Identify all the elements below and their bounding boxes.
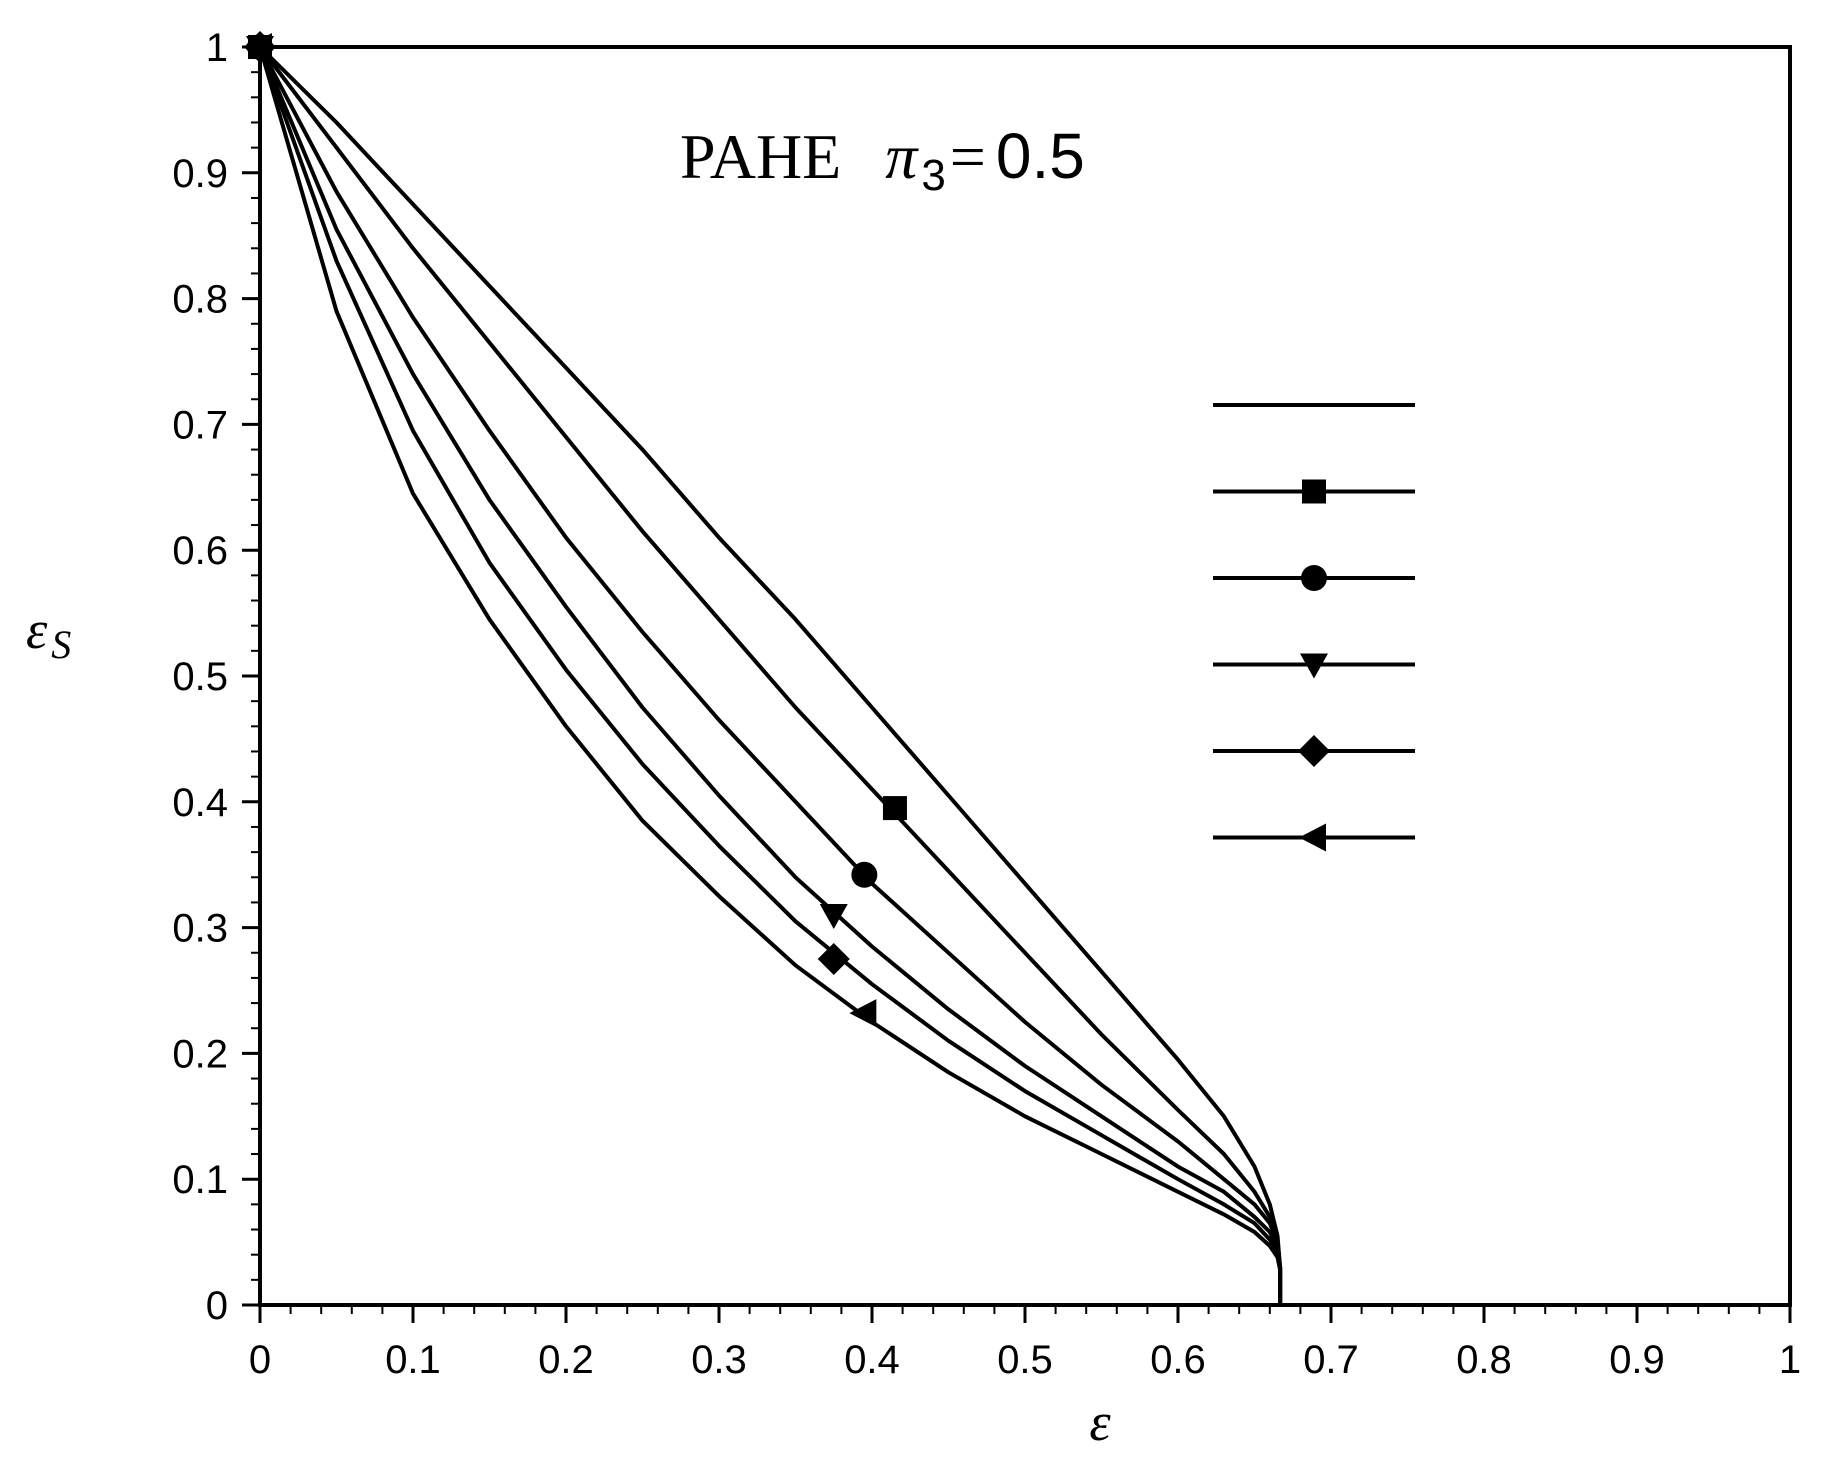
y-tick-label: 0.9 bbox=[172, 152, 228, 196]
y-tick-label: 0.3 bbox=[172, 907, 228, 951]
x-tick-label: 0.8 bbox=[1456, 1338, 1512, 1382]
x-tick-label: 0.2 bbox=[538, 1338, 594, 1382]
triangle-down-marker bbox=[1300, 653, 1328, 679]
square-marker bbox=[882, 796, 907, 821]
legend-entry bbox=[1213, 479, 1415, 504]
title-equals: = bbox=[950, 121, 986, 192]
y-tick-label: 0.6 bbox=[172, 529, 228, 573]
y-axis-label-subscript: S bbox=[51, 622, 71, 667]
circle-marker bbox=[851, 861, 878, 888]
title-subscript: 3 bbox=[921, 151, 945, 200]
y-tick-label: 0.4 bbox=[172, 781, 228, 825]
triangle-left-marker bbox=[1299, 823, 1326, 852]
y-tick-label: 0 bbox=[206, 1284, 228, 1328]
series-line bbox=[258, 45, 1283, 1305]
series-line bbox=[258, 46, 1283, 1305]
x-tick-label: 0.4 bbox=[844, 1338, 900, 1382]
legend bbox=[1213, 403, 1415, 852]
title-value: 0.5 bbox=[996, 120, 1085, 192]
triangle-down-marker bbox=[819, 904, 848, 930]
legend-entry bbox=[1213, 653, 1415, 679]
triangle-left-marker bbox=[849, 999, 877, 1028]
circle-marker bbox=[1301, 565, 1327, 591]
series-line bbox=[258, 45, 1283, 1305]
series-1 bbox=[258, 45, 1283, 1305]
legend-entry bbox=[1213, 565, 1415, 591]
x-tick-label: 0.9 bbox=[1609, 1338, 1665, 1382]
x-tick-label: 0.3 bbox=[691, 1338, 747, 1382]
legend-entry bbox=[1213, 823, 1415, 852]
y-tick-label: 0.8 bbox=[172, 278, 228, 322]
x-axis-label: ε bbox=[1089, 1392, 1111, 1452]
x-tick-label: 0.5 bbox=[997, 1338, 1053, 1382]
y-axis-label: ε S bbox=[26, 600, 71, 667]
y-axis-label-symbol: ε bbox=[26, 600, 48, 660]
series-line bbox=[258, 46, 1283, 1305]
square-marker bbox=[1302, 479, 1326, 504]
ticks-layer: 0 0.1 0.2 0.3 0.4 0.5 0.6 0.7 0.8 0.9 1 0 0.1 0.2 0.3 0… bbox=[172, 26, 1801, 1382]
series-line bbox=[258, 46, 1283, 1305]
x-tick-label: 0.1 bbox=[385, 1338, 441, 1382]
y-tick-label: 0.1 bbox=[172, 1158, 228, 1202]
diamond-marker bbox=[817, 943, 850, 976]
x-tick-label: 0.6 bbox=[1150, 1338, 1206, 1382]
x-tick-label: 1 bbox=[1779, 1338, 1801, 1382]
series-layer bbox=[244, 31, 1283, 1305]
plot-frame bbox=[258, 45, 1792, 1307]
diamond-marker bbox=[1298, 735, 1330, 767]
y-tick-label: 1 bbox=[206, 26, 228, 70]
title-symbol: π bbox=[885, 121, 919, 192]
title-prefix: PAHE bbox=[680, 121, 841, 192]
legend-entry bbox=[1213, 735, 1415, 767]
y-tick-label: 0.2 bbox=[172, 1032, 228, 1076]
y-tick-label: 0.7 bbox=[172, 403, 228, 447]
x-tick-label: 0.7 bbox=[1303, 1338, 1359, 1382]
series-line bbox=[258, 46, 1283, 1305]
chart-title: PAHE π 3 = 0.5 bbox=[680, 120, 1085, 200]
y-tick-label: 0.5 bbox=[172, 655, 228, 699]
x-tick-label: 0 bbox=[249, 1338, 271, 1382]
